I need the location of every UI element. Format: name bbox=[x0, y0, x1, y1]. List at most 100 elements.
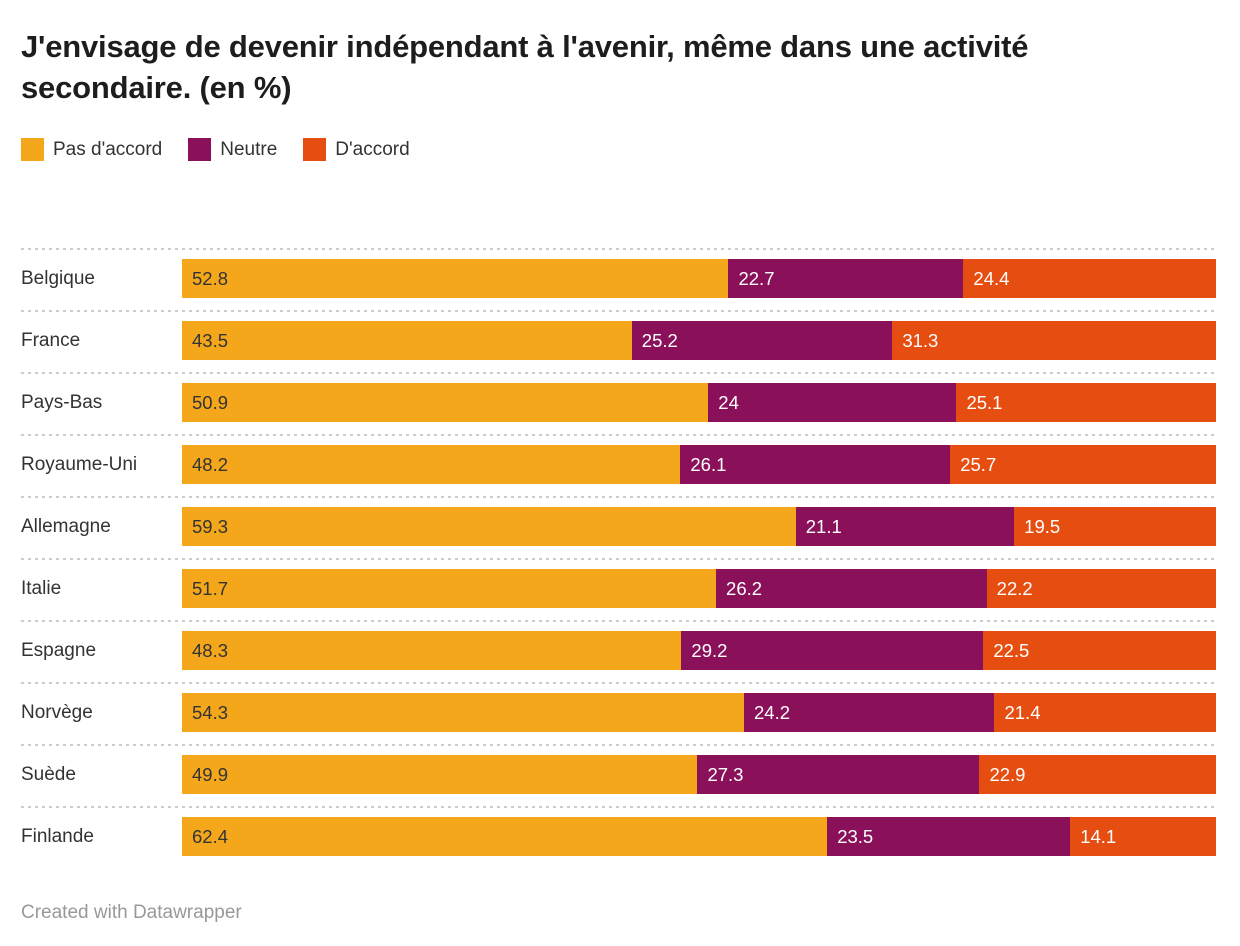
chart-row: Suède 49.9 27.3 22.9 bbox=[21, 744, 1216, 806]
category-label: Suède bbox=[21, 764, 76, 786]
value-label: 24.4 bbox=[973, 268, 1010, 290]
bar-segment[interactable]: 24 bbox=[708, 383, 957, 423]
bar-track: 43.5 25.2 31.3 bbox=[182, 321, 1216, 361]
chart-row: France 43.5 25.2 31.3 bbox=[21, 310, 1216, 372]
value-label: 22.9 bbox=[989, 764, 1026, 786]
bar-track: 50.9 24 25.1 bbox=[182, 383, 1216, 423]
bar-segment[interactable]: 14.1 bbox=[1070, 817, 1216, 857]
category-label: Belgique bbox=[21, 268, 95, 290]
legend-swatch-icon bbox=[188, 138, 212, 162]
bar-segment[interactable]: 22.2 bbox=[986, 569, 1216, 609]
value-label: 25.7 bbox=[960, 454, 997, 476]
bar-segment[interactable]: 62.4 bbox=[182, 817, 828, 857]
bar-segment[interactable]: 24.2 bbox=[744, 693, 995, 733]
bar-segment[interactable]: 49.9 bbox=[182, 755, 698, 795]
legend-item: Neutre bbox=[188, 138, 278, 162]
chart-row: Italie 51.7 26.2 22.2 bbox=[21, 558, 1216, 620]
bar-track: 62.4 23.5 14.1 bbox=[182, 817, 1216, 857]
bar-segment[interactable]: 48.3 bbox=[182, 631, 682, 671]
value-label: 22.5 bbox=[993, 640, 1030, 662]
value-label: 50.9 bbox=[192, 392, 229, 414]
chart-row: Norvège 54.3 24.2 21.4 bbox=[21, 682, 1216, 744]
bar-segment[interactable]: 21.4 bbox=[994, 693, 1216, 733]
bar-track: 48.3 29.2 22.5 bbox=[182, 631, 1216, 671]
stacked-bar-chart: Belgique 52.8 22.7 24.4 France 43.5 25.2 31.3 Pa… bbox=[21, 248, 1216, 868]
value-label: 22.7 bbox=[738, 268, 775, 290]
value-label: 48.3 bbox=[192, 640, 229, 662]
bar-segment[interactable]: 24.4 bbox=[963, 259, 1216, 299]
value-label: 54.3 bbox=[192, 702, 229, 724]
bar-segment[interactable]: 59.3 bbox=[182, 507, 796, 547]
datawrapper-attribution-link[interactable]: Created with Datawrapper bbox=[21, 902, 242, 924]
bar-segment[interactable]: 29.2 bbox=[681, 631, 984, 671]
row-separator bbox=[21, 744, 1216, 747]
value-label: 26.1 bbox=[690, 454, 727, 476]
bar-segment[interactable]: 25.2 bbox=[631, 321, 893, 361]
bar-segment[interactable]: 54.3 bbox=[182, 693, 745, 733]
row-separator bbox=[21, 620, 1216, 623]
bar-segment[interactable]: 22.7 bbox=[728, 259, 964, 299]
bar-segment[interactable]: 27.3 bbox=[697, 755, 980, 795]
category-label: Espagne bbox=[21, 640, 97, 662]
legend-item: Pas d'accord bbox=[21, 138, 163, 162]
value-label: 52.8 bbox=[192, 268, 229, 290]
bar-segment[interactable]: 48.2 bbox=[182, 445, 681, 485]
value-label: 27.3 bbox=[707, 764, 744, 786]
bar-segment[interactable]: 22.5 bbox=[983, 631, 1216, 671]
value-label: 48.2 bbox=[192, 454, 229, 476]
bar-track: 54.3 24.2 21.4 bbox=[182, 693, 1216, 733]
chart-row: Allemagne 59.3 21.1 19.5 bbox=[21, 496, 1216, 558]
legend-label: Neutre bbox=[220, 138, 278, 160]
legend: Pas d'accord Neutre D'accord bbox=[21, 138, 1216, 162]
value-label: 25.1 bbox=[966, 392, 1003, 414]
value-label: 21.1 bbox=[805, 516, 842, 538]
value-label: 59.3 bbox=[192, 516, 229, 538]
value-label: 19.5 bbox=[1024, 516, 1061, 538]
value-label: 29.2 bbox=[691, 640, 728, 662]
bar-track: 59.3 21.1 19.5 bbox=[182, 507, 1216, 547]
value-label: 24 bbox=[718, 392, 739, 414]
row-separator bbox=[21, 806, 1216, 809]
category-label: Pays-Bas bbox=[21, 392, 103, 414]
category-label: France bbox=[21, 330, 81, 352]
value-label: 22.2 bbox=[996, 578, 1033, 600]
legend-item: D'accord bbox=[303, 138, 410, 162]
value-label: 31.3 bbox=[902, 330, 939, 352]
category-label: Finlande bbox=[21, 826, 94, 848]
bar-segment[interactable]: 26.2 bbox=[716, 569, 987, 609]
bar-segment[interactable]: 19.5 bbox=[1014, 507, 1216, 547]
bar-segment[interactable]: 25.1 bbox=[956, 383, 1216, 423]
chart-row: Pays-Bas 50.9 24 25.1 bbox=[21, 372, 1216, 434]
bar-track: 49.9 27.3 22.9 bbox=[182, 755, 1216, 795]
legend-swatch-icon bbox=[21, 138, 44, 162]
category-label: Norvège bbox=[21, 702, 93, 724]
bar-segment[interactable]: 43.5 bbox=[182, 321, 632, 361]
legend-label: Pas d'accord bbox=[53, 138, 163, 160]
bar-segment[interactable]: 21.1 bbox=[795, 507, 1015, 547]
value-label: 62.4 bbox=[192, 826, 229, 848]
chart-row: Espagne 48.3 29.2 22.5 bbox=[21, 620, 1216, 682]
value-label: 23.5 bbox=[837, 826, 874, 848]
row-separator bbox=[21, 496, 1216, 499]
bar-track: 52.8 22.7 24.4 bbox=[182, 259, 1216, 299]
chart-row: Belgique 52.8 22.7 24.4 bbox=[21, 248, 1216, 310]
bar-segment[interactable]: 23.5 bbox=[827, 817, 1071, 857]
row-separator bbox=[21, 372, 1216, 375]
bar-segment[interactable]: 26.1 bbox=[680, 445, 951, 485]
bar-segment[interactable]: 25.7 bbox=[950, 445, 1216, 485]
bar-segment[interactable]: 51.7 bbox=[182, 569, 717, 609]
value-label: 26.2 bbox=[726, 578, 763, 600]
chart-row: Finlande 62.4 23.5 14.1 bbox=[21, 806, 1216, 868]
legend-swatch-icon bbox=[303, 138, 327, 162]
row-separator bbox=[21, 558, 1216, 561]
bar-segment[interactable]: 52.8 bbox=[182, 259, 729, 299]
bar-segment[interactable]: 22.9 bbox=[979, 755, 1216, 795]
legend-label: D'accord bbox=[335, 138, 410, 160]
bar-segment[interactable]: 31.3 bbox=[892, 321, 1216, 361]
category-label: Allemagne bbox=[21, 516, 111, 538]
bar-segment[interactable]: 50.9 bbox=[182, 383, 709, 423]
row-separator bbox=[21, 434, 1216, 437]
row-separator bbox=[21, 310, 1216, 313]
value-label: 14.1 bbox=[1080, 826, 1117, 848]
row-separator bbox=[21, 248, 1216, 251]
